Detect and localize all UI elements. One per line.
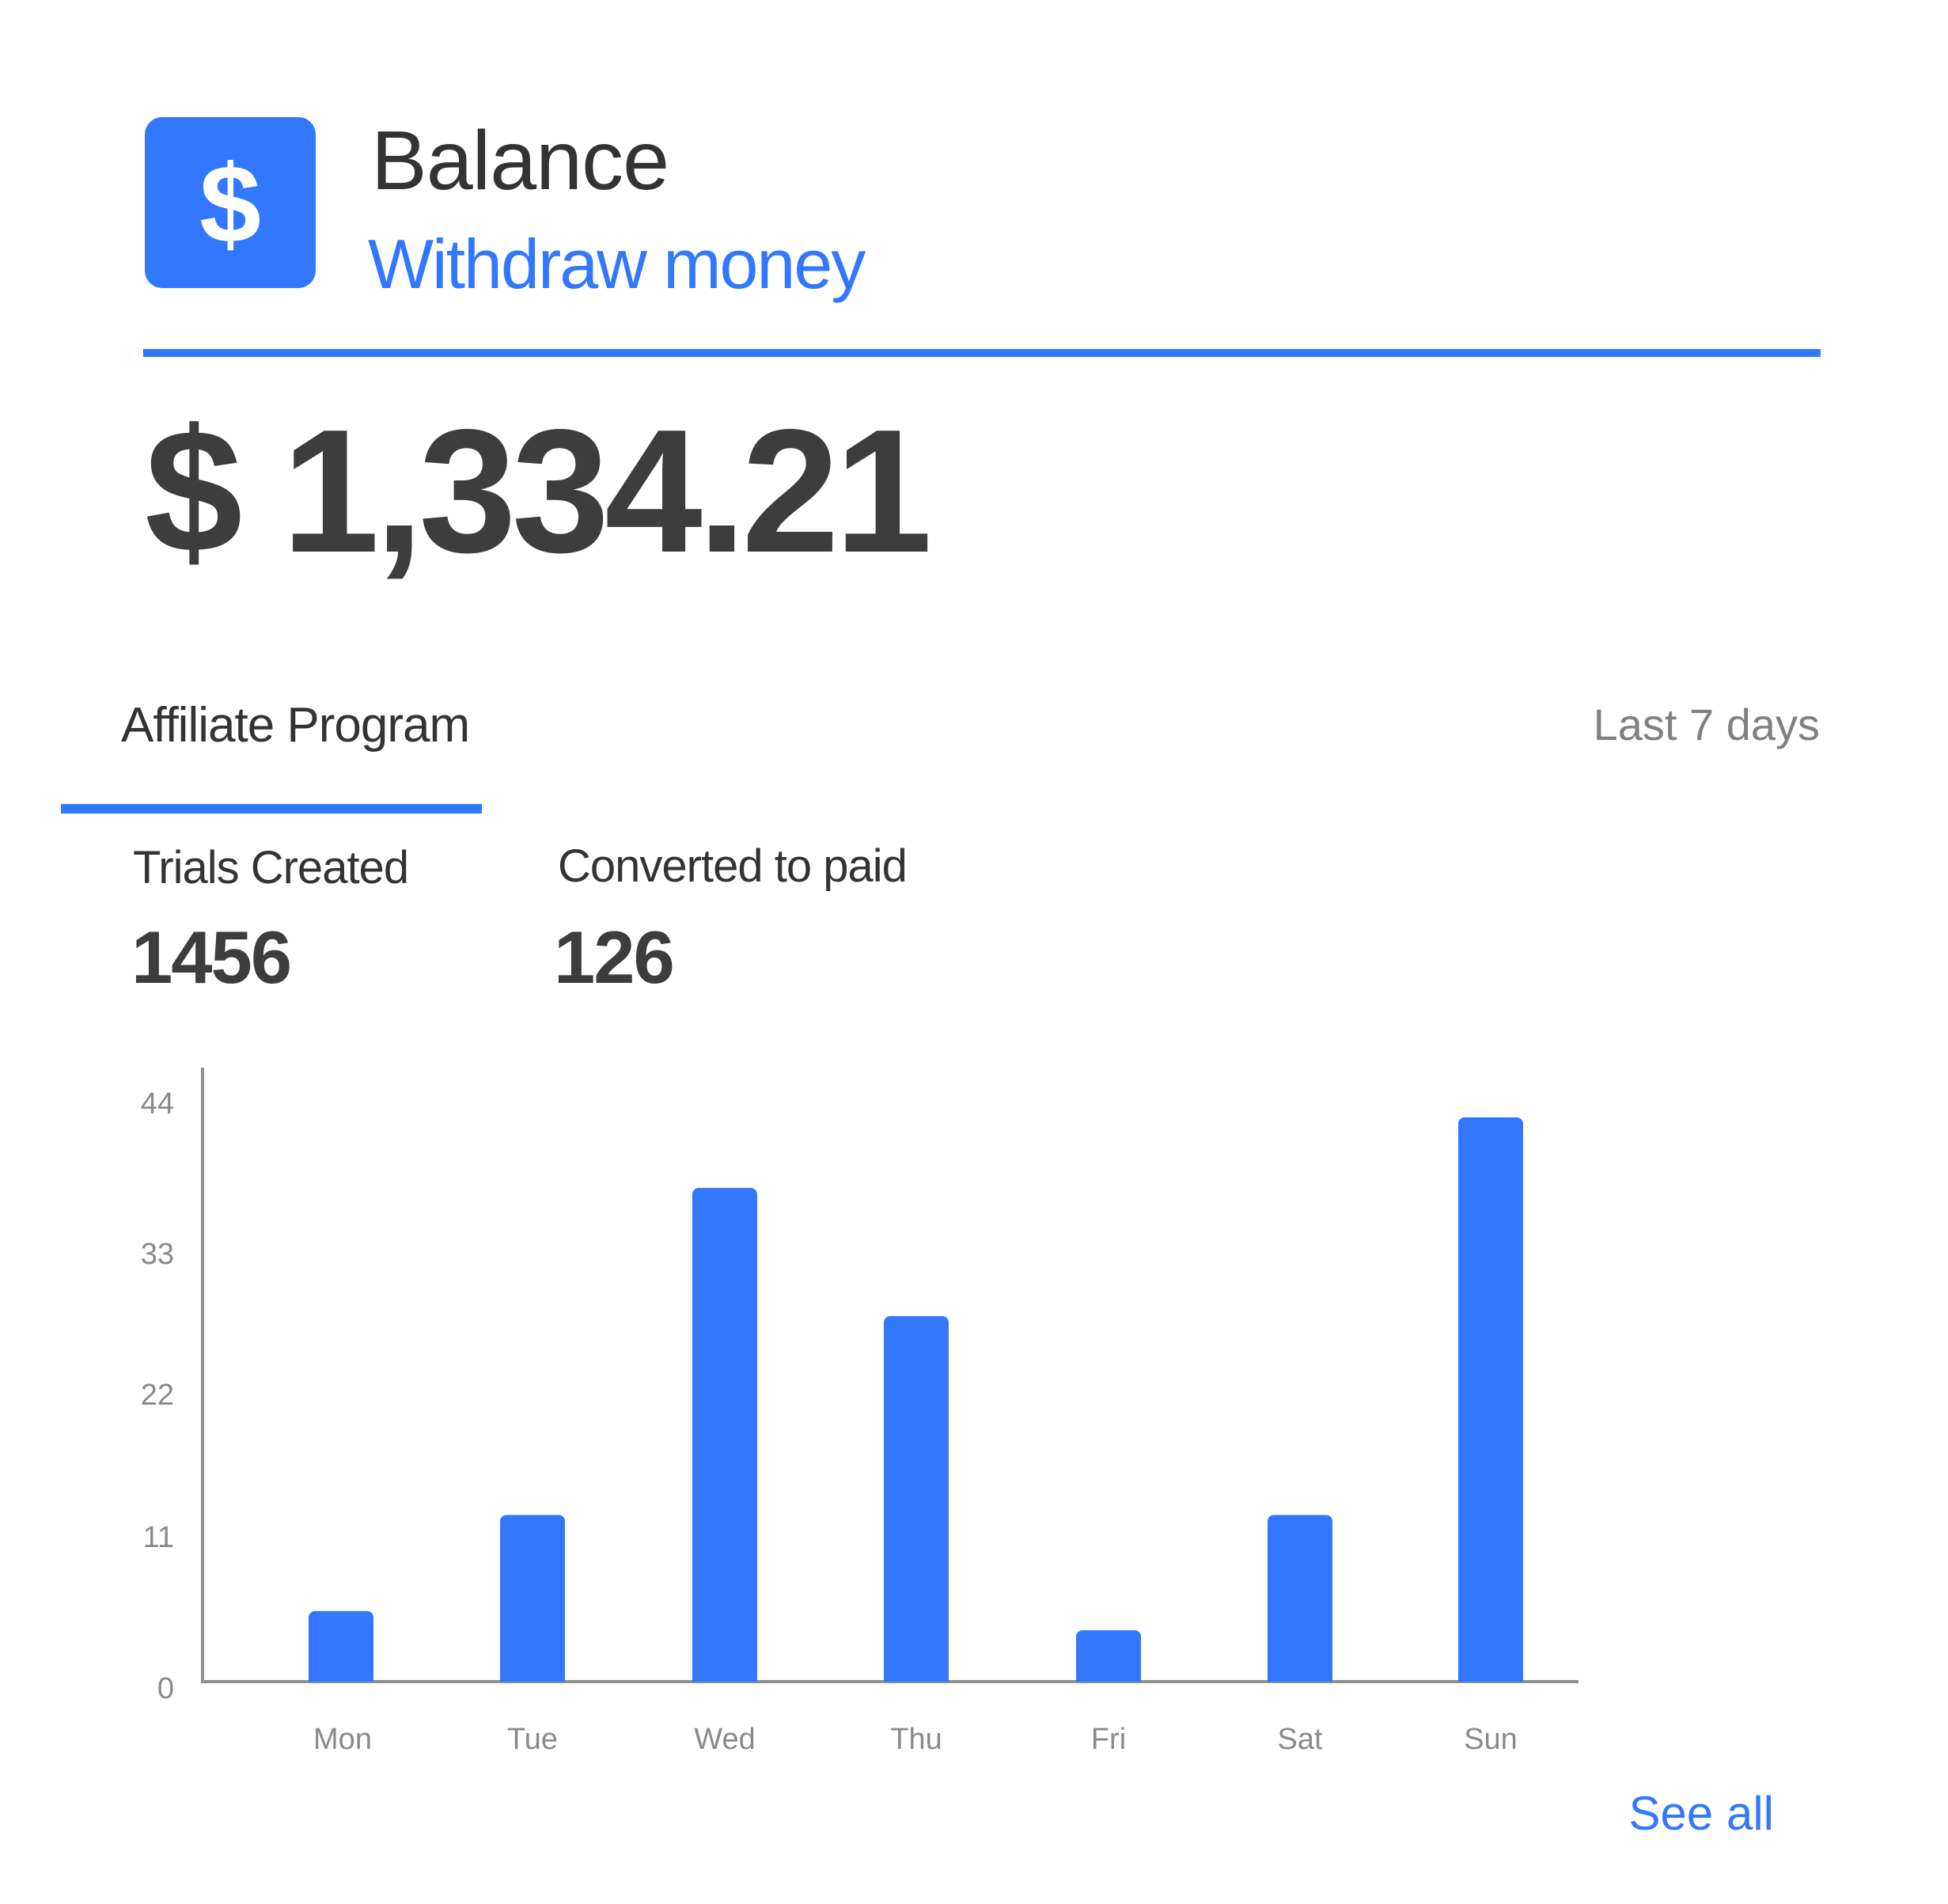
x-tick-label: Sat [1277,1723,1322,1756]
bar-sat [1268,1515,1332,1682]
period-filter[interactable]: Last 7 days [1593,700,1820,749]
balance-amount: $ 1,334.21 [145,393,932,590]
bar-base-fri [1076,1672,1141,1682]
bar-base-thu [884,1672,949,1682]
y-tick-label: 22 [141,1379,174,1412]
x-tick-label: Thu [890,1723,942,1756]
trials-created-label: Trials Created [133,842,409,893]
bar-thu [884,1316,949,1682]
y-tick-label: 11 [143,1521,174,1554]
bar-fri [1076,1630,1141,1682]
withdraw-money-link[interactable]: Withdraw money [368,225,866,303]
header-divider [143,349,1821,357]
x-tick-label: Tue [507,1723,558,1756]
converted-to-paid-value: 126 [554,916,675,999]
bar-tue [500,1515,565,1682]
bar-base-mon [309,1672,373,1682]
dollar-icon-glyph: $ [199,142,261,266]
bar-base-tue [500,1672,565,1682]
see-all-link[interactable]: See all [1628,1787,1774,1840]
balance-title: Balance [371,114,669,207]
tab-affiliate-program[interactable]: Affiliate Program [61,695,482,814]
tab-affiliate-program-label: Affiliate Program [121,698,470,753]
y-tick-label: 33 [141,1238,174,1271]
trials-created-value: 1456 [131,916,292,999]
bar-wed [692,1188,757,1682]
bar-mon [309,1610,373,1682]
y-tick-label: 0 [157,1672,174,1705]
x-tick-label: Fri [1091,1723,1126,1756]
y-tick-label: 44 [141,1087,174,1121]
dollar-icon: $ [145,117,316,288]
x-tick-label: Wed [694,1723,755,1756]
converted-to-paid-label: Converted to paid [558,840,908,892]
bar-base-sat [1268,1672,1332,1682]
bar-base-wed [692,1672,757,1682]
active-tab-indicator [61,804,482,814]
bar-sun [1458,1117,1523,1682]
bar-base-sun [1458,1672,1523,1682]
x-tick-label: Mon [313,1723,372,1756]
x-tick-label: Sun [1464,1723,1518,1756]
